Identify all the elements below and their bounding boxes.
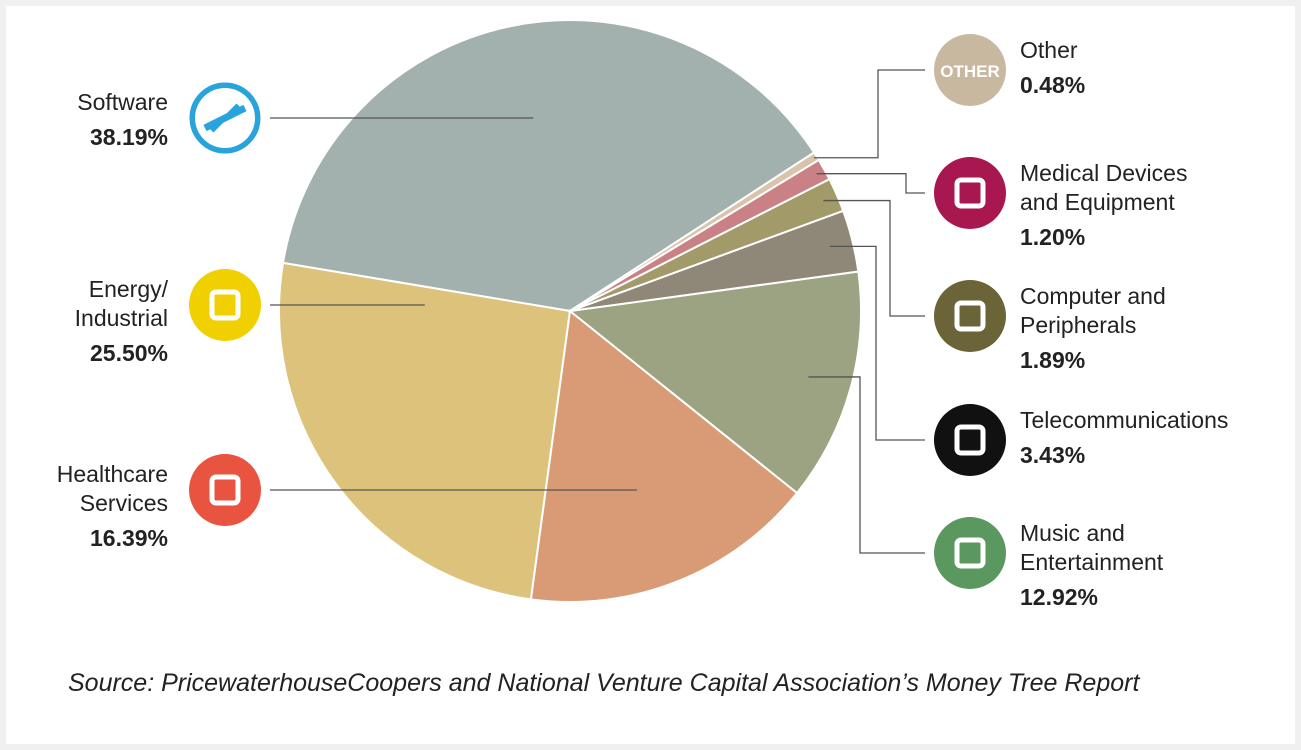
category-label: Telecommunications [1020, 407, 1229, 433]
icon [934, 280, 1006, 352]
slice-label: Energy/ Industrial 25.50% [75, 275, 168, 368]
value-label: 38.19% [89, 124, 168, 150]
leader-line [816, 173, 925, 194]
value-label: 1.20% [1020, 224, 1086, 250]
icon [934, 517, 1006, 589]
icon [934, 157, 1006, 229]
category-label: Other [1020, 37, 1078, 63]
icon-glyph [954, 537, 986, 569]
value-label: 25.50% [89, 340, 168, 366]
icon [934, 34, 1006, 106]
category-label: Computer and Peripherals [1020, 283, 1166, 338]
category-label: Software [77, 89, 168, 115]
icon [934, 404, 1006, 476]
icon-glyph [209, 289, 241, 321]
icon-glyph [954, 300, 986, 332]
slice-label: Computer and Peripherals 1.89% [1020, 282, 1166, 375]
leader-line [829, 245, 925, 441]
slice-label: Other 0.48% [1020, 36, 1085, 100]
value-label: 12.92% [1020, 584, 1099, 610]
pie-slice [569, 151, 821, 312]
value-label: 0.48% [1020, 72, 1086, 98]
leader-line [808, 376, 925, 554]
leader-line [823, 199, 925, 317]
icon-glyph [209, 474, 241, 506]
icon-glyph [203, 103, 247, 133]
pie-slice [567, 270, 862, 495]
icon-glyph [954, 424, 986, 456]
category-label: Healthcare Services [56, 461, 168, 516]
icon [189, 454, 261, 526]
source-note: Source: PricewaterhouseCoopers and Natio… [68, 669, 1140, 697]
category-label: Medical Devices and Equipment [1020, 160, 1188, 215]
category-label: Energy/ Industrial [74, 276, 168, 331]
slice-label: Healthcare Services 16.39% [57, 460, 168, 553]
slice-label: Medical Devices and Equipment 1.20% [1020, 159, 1187, 252]
icon-text: OTHER [940, 62, 1000, 81]
icon-glyph [954, 177, 986, 209]
slice-label: Telecommunications 3.43% [1020, 406, 1228, 470]
value-label: 1.89% [1020, 347, 1086, 373]
value-label: 16.39% [89, 525, 168, 551]
category-label: Music and Entertainment [1020, 520, 1164, 575]
icon [189, 269, 261, 341]
value-label: 3.43% [1020, 442, 1086, 468]
slice-label: Software 38.19% [77, 88, 168, 152]
pie-slice [529, 309, 799, 603]
pie-slice [278, 261, 572, 601]
leader-line [813, 69, 925, 159]
slice-label: Music and Entertainment 12.92% [1020, 519, 1163, 612]
